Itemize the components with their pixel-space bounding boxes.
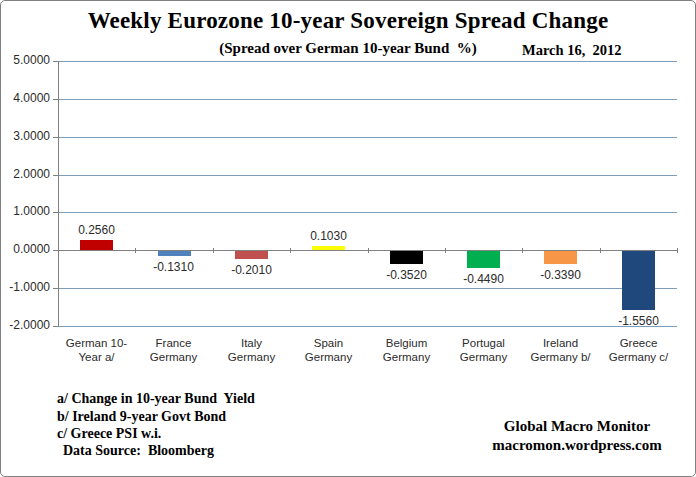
y-axis-tick-label: -2.0000 — [1, 318, 50, 332]
category-axis-tick — [58, 248, 59, 253]
y-axis-tick-label: 3.0000 — [1, 129, 50, 143]
y-axis-line — [58, 61, 59, 326]
y-axis-tick-label: 4.0000 — [1, 91, 50, 105]
category-label: Spain Germany — [290, 337, 367, 364]
category-axis-tick — [445, 248, 446, 253]
category-label: German 10- Year a/ — [58, 337, 135, 364]
footnotes: a/ Change in 10-year Bund Yield b/ Irela… — [57, 390, 255, 443]
y-axis-tick-label: 5.0000 — [1, 53, 50, 67]
bar — [622, 251, 655, 310]
branding-url: macromon.wordpress.com — [457, 436, 696, 455]
bar — [235, 251, 268, 259]
footnote-c: c/ Greece PSI w.i. — [57, 425, 255, 443]
bar — [390, 251, 423, 264]
gridline — [58, 175, 677, 176]
category-axis-tick — [135, 248, 136, 253]
gridline — [58, 326, 677, 327]
gridline — [58, 288, 677, 289]
footnote-b: b/ Ireland 9-year Govt Bond — [57, 408, 255, 426]
y-axis-tick — [53, 326, 58, 327]
category-axis-tick — [600, 248, 601, 253]
plot-area: 0.2560-0.1310-0.20100.1030-0.3520-0.4490… — [58, 61, 677, 326]
gridline — [58, 212, 677, 213]
category-label: Greece Germany c/ — [600, 337, 677, 364]
category-label: Belgium Germany — [368, 337, 445, 364]
chart-title: Weekly Eurozone 10-year Sovereign Spread… — [1, 8, 695, 34]
bar — [80, 240, 113, 250]
branding-name: Global Macro Monitor — [457, 417, 696, 436]
sovereign-spread-chart: Weekly Eurozone 10-year Sovereign Spread… — [0, 0, 696, 477]
y-axis-tick-label: -1.0000 — [1, 280, 50, 294]
y-axis-tick-label: 1.0000 — [1, 204, 50, 218]
bar-value-label: 0.1030 — [280, 229, 377, 243]
bar — [158, 251, 191, 256]
category-axis-tick — [677, 248, 678, 253]
footnote-a: a/ Change in 10-year Bund Yield — [57, 390, 255, 408]
category-label: Portugal Germany — [445, 337, 522, 364]
date-annotation: March 16, 2012 — [522, 42, 622, 59]
category-axis-tick — [368, 248, 369, 253]
category-axis-tick — [213, 248, 214, 253]
category-label: France Germany — [135, 337, 212, 364]
branding: Global Macro Monitor macromon.wordpress.… — [457, 417, 696, 455]
gridline — [58, 61, 677, 62]
category-label: Italy Germany — [213, 337, 290, 364]
bar — [467, 251, 500, 268]
category-axis-tick — [522, 248, 523, 253]
bar-value-label: 0.2560 — [48, 223, 145, 237]
bar — [544, 251, 577, 264]
y-axis-tick-label: 2.0000 — [1, 167, 50, 181]
bar-value-label: -0.3390 — [512, 268, 609, 282]
bar — [312, 246, 345, 250]
gridline — [58, 99, 677, 100]
category-label: Ireland Germany b/ — [522, 337, 599, 364]
y-axis-tick-label: 0.0000 — [1, 242, 50, 256]
category-axis-tick — [290, 248, 291, 253]
bar-value-label: -0.2010 — [203, 263, 300, 277]
gridline — [58, 137, 677, 138]
data-source-label: Data Source: Bloomberg — [63, 443, 214, 459]
bar-value-label: -1.5560 — [590, 314, 687, 328]
